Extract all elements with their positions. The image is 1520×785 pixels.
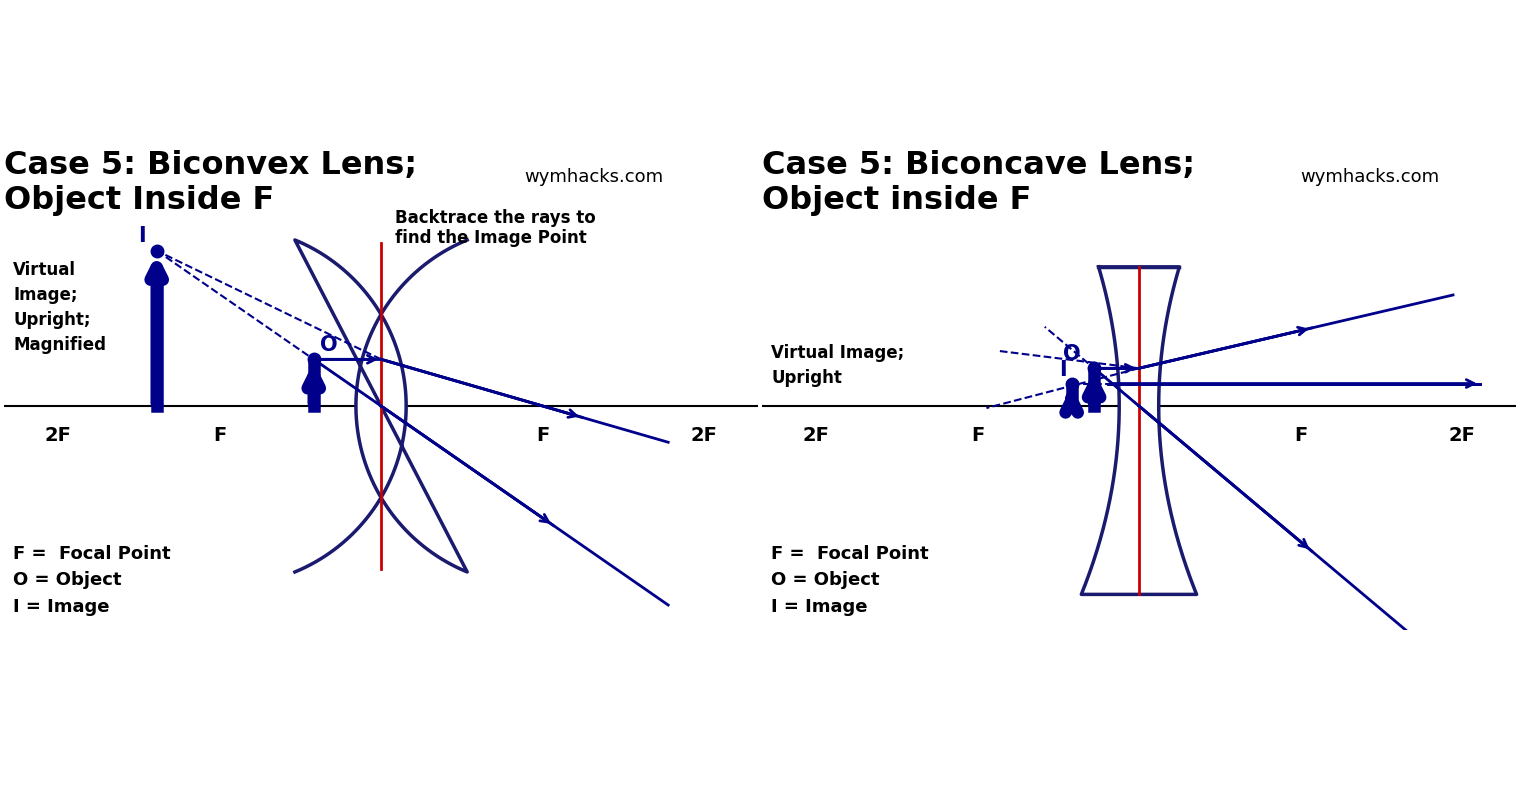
Text: Virtual
Image;
Upright;
Magnified: Virtual Image; Upright; Magnified bbox=[14, 261, 106, 354]
Text: I: I bbox=[1059, 360, 1067, 380]
Text: Case 5: Biconvex Lens;
Object Inside F: Case 5: Biconvex Lens; Object Inside F bbox=[5, 150, 418, 216]
Text: F: F bbox=[537, 425, 549, 444]
Text: 2F: 2F bbox=[690, 425, 717, 444]
Text: wymhacks.com: wymhacks.com bbox=[1301, 168, 1439, 186]
Text: F: F bbox=[213, 425, 226, 444]
Text: O: O bbox=[1062, 344, 1081, 363]
Text: F =  Focal Point
O = Object
I = Image: F = Focal Point O = Object I = Image bbox=[771, 545, 929, 616]
Text: F: F bbox=[1294, 425, 1307, 444]
Text: F =  Focal Point
O = Object
I = Image: F = Focal Point O = Object I = Image bbox=[14, 545, 170, 616]
Text: I: I bbox=[138, 226, 146, 246]
Text: wymhacks.com: wymhacks.com bbox=[524, 168, 664, 186]
Text: F: F bbox=[971, 425, 983, 444]
Polygon shape bbox=[1081, 267, 1196, 594]
Text: 2F: 2F bbox=[44, 425, 71, 444]
Text: Backtrace the rays to
find the Image Point: Backtrace the rays to find the Image Poi… bbox=[395, 209, 596, 247]
Text: 2F: 2F bbox=[1449, 425, 1476, 444]
Text: 2F: 2F bbox=[803, 425, 830, 444]
Text: Virtual Image;
Upright: Virtual Image; Upright bbox=[771, 344, 904, 387]
Text: O: O bbox=[321, 335, 337, 355]
Text: Case 5: Biconcave Lens;
Object inside F: Case 5: Biconcave Lens; Object inside F bbox=[762, 150, 1195, 216]
Polygon shape bbox=[295, 240, 467, 572]
